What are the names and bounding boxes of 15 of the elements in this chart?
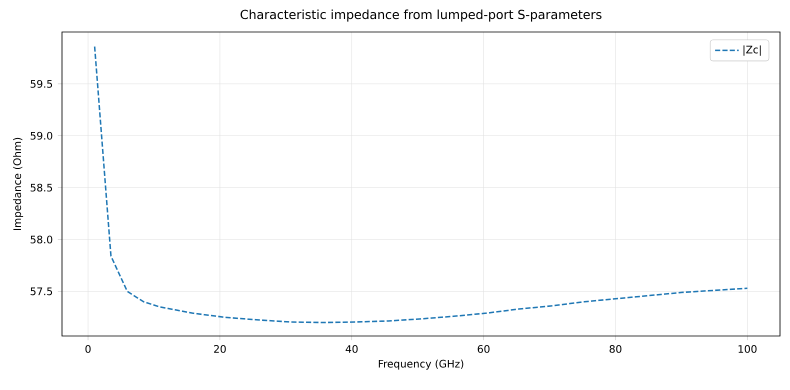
legend-label: |Zc| (744, 45, 761, 56)
x-axis-title: Frequency (GHz) (378, 360, 464, 370)
x-tick-label: 100 (738, 345, 757, 353)
y-axis-title: Impedance (Ohm) (13, 138, 24, 230)
y-tick-label: 57.5 (30, 288, 52, 296)
y-tick-label: 59.0 (30, 132, 52, 140)
x-tick-label: 20 (214, 345, 226, 353)
chart-title: Characteristic impedance from lumped-port S-parameters (240, 10, 602, 22)
x-tick-label: 80 (610, 345, 622, 353)
x-tick-label: 0 (85, 345, 91, 353)
y-tick-label: 58.5 (30, 184, 52, 192)
x-tick-label: 60 (478, 345, 490, 353)
y-tick-label: 59.5 (30, 80, 52, 88)
y-tick-label: 58.0 (30, 236, 52, 244)
x-tick-label: 40 (346, 345, 358, 353)
